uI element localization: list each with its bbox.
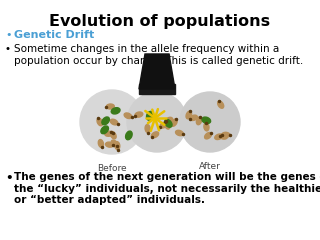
Ellipse shape <box>164 120 172 127</box>
Text: •: • <box>5 30 12 40</box>
Text: Before: Before <box>97 164 127 173</box>
Ellipse shape <box>147 111 153 120</box>
Ellipse shape <box>115 142 120 150</box>
Ellipse shape <box>171 119 177 126</box>
Ellipse shape <box>222 132 230 137</box>
Ellipse shape <box>145 125 150 132</box>
Circle shape <box>180 92 240 152</box>
Text: After: After <box>199 162 221 171</box>
Ellipse shape <box>106 104 114 109</box>
Ellipse shape <box>186 111 192 119</box>
Circle shape <box>127 92 187 152</box>
Ellipse shape <box>110 119 118 125</box>
Ellipse shape <box>151 132 159 138</box>
Ellipse shape <box>101 126 108 134</box>
Text: •: • <box>5 172 12 185</box>
Ellipse shape <box>220 134 228 139</box>
Ellipse shape <box>215 134 222 139</box>
Ellipse shape <box>125 131 132 140</box>
Text: Evolution of populations: Evolution of populations <box>49 14 271 29</box>
Polygon shape <box>139 54 175 89</box>
Ellipse shape <box>196 117 202 125</box>
Ellipse shape <box>204 132 212 139</box>
Ellipse shape <box>165 117 172 123</box>
FancyBboxPatch shape <box>139 84 175 94</box>
Text: The genes of the next generation will be the genes of
the “lucky” individuals, n: The genes of the next generation will be… <box>14 172 320 205</box>
Circle shape <box>80 90 144 154</box>
Ellipse shape <box>164 121 170 129</box>
Ellipse shape <box>105 131 113 136</box>
Ellipse shape <box>204 123 209 131</box>
Ellipse shape <box>98 139 103 147</box>
Ellipse shape <box>124 113 132 119</box>
Ellipse shape <box>97 118 103 126</box>
Ellipse shape <box>111 108 120 114</box>
Ellipse shape <box>202 117 211 124</box>
Ellipse shape <box>135 112 143 117</box>
Ellipse shape <box>111 140 118 147</box>
Ellipse shape <box>110 132 116 139</box>
Text: Sometime changes in the allele frequency within a
population occur by chance. Th: Sometime changes in the allele frequency… <box>14 44 303 66</box>
Ellipse shape <box>218 101 224 108</box>
Ellipse shape <box>102 117 109 125</box>
FancyBboxPatch shape <box>145 54 169 89</box>
Ellipse shape <box>106 142 114 147</box>
Ellipse shape <box>190 115 197 120</box>
Ellipse shape <box>176 130 183 136</box>
Text: •: • <box>5 44 11 54</box>
Ellipse shape <box>160 122 167 128</box>
Text: Genetic Drift: Genetic Drift <box>14 30 94 40</box>
